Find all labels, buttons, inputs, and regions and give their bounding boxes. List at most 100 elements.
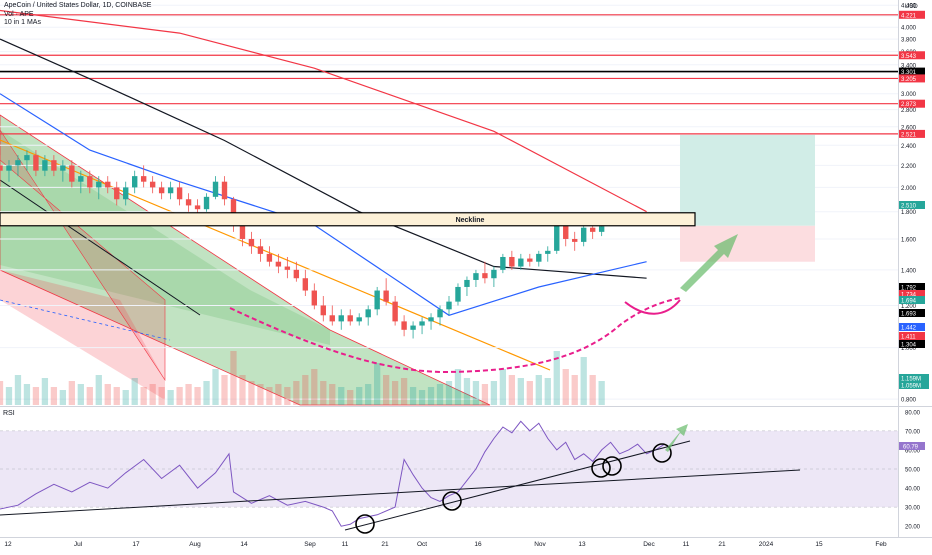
candle[interactable] [302, 269, 309, 297]
symbol-title[interactable]: ApeCoin / United States Dollar, 1D, COIN… [4, 2, 152, 9]
candle[interactable] [140, 165, 147, 188]
candle[interactable] [437, 305, 443, 326]
candle[interactable] [491, 266, 497, 287]
candle[interactable] [527, 253, 533, 267]
falling-wedge[interactable] [0, 114, 491, 406]
candle[interactable] [365, 305, 371, 326]
candle[interactable] [374, 286, 380, 316]
rsi-support-line-short[interactable] [344, 440, 691, 531]
forecast-arrow[interactable] [680, 234, 738, 292]
candle[interactable] [158, 181, 165, 200]
candle[interactable] [0, 155, 3, 182]
inner-channel[interactable] [0, 130, 330, 345]
candle[interactable] [149, 176, 156, 194]
candle[interactable] [24, 150, 30, 171]
candle[interactable] [69, 160, 75, 188]
candle[interactable] [482, 261, 488, 284]
candle[interactable] [114, 181, 120, 206]
candle[interactable] [473, 269, 479, 287]
candle[interactable] [194, 199, 201, 215]
candle[interactable] [500, 253, 506, 274]
candle[interactable] [419, 317, 425, 335]
long-position-stop-zone[interactable] [680, 225, 815, 262]
rsi-pane[interactable]: 80.00 70.00 60.00 50.00 40.00 30.00 20.00 60.79… [0, 410, 925, 534]
candle[interactable] [51, 155, 57, 177]
long-position-target-zone[interactable] [680, 134, 815, 226]
rsi-line[interactable] [0, 420, 665, 527]
candle[interactable] [446, 296, 452, 316]
candle[interactable] [60, 160, 66, 182]
volume-bar [104, 384, 111, 405]
candle[interactable] [347, 309, 353, 326]
candle[interactable] [284, 256, 291, 279]
candle[interactable] [203, 193, 210, 212]
rsi-touch-circle[interactable] [591, 458, 611, 478]
volume-bar [239, 375, 246, 405]
candle[interactable] [356, 313, 362, 326]
price-label-text: 1.694 [901, 299, 917, 305]
red-triangle[interactable] [0, 129, 166, 381]
candle[interactable] [123, 181, 129, 206]
candle[interactable] [248, 231, 255, 254]
rsi-touch-circle[interactable] [442, 491, 462, 511]
candle[interactable] [410, 321, 416, 339]
time-tick-label: 15 [815, 541, 823, 548]
candle[interactable] [42, 155, 48, 177]
neckline-box[interactable] [0, 212, 696, 227]
candle[interactable] [383, 278, 389, 306]
candle[interactable] [221, 176, 228, 206]
candle[interactable] [167, 181, 174, 200]
candle[interactable] [392, 296, 398, 326]
candle[interactable] [257, 238, 264, 262]
rsi-touch-circle[interactable] [602, 456, 622, 476]
candle[interactable] [455, 283, 461, 306]
ma-indicator-label[interactable]: 10 in 1 MAs [4, 19, 41, 26]
time-tick-label: 12 [4, 541, 12, 548]
candle[interactable] [33, 150, 39, 177]
candle[interactable] [132, 170, 138, 194]
candle[interactable] [78, 170, 84, 194]
candle[interactable] [464, 276, 470, 297]
candle[interactable] [293, 261, 300, 282]
candle[interactable] [536, 250, 542, 267]
candle[interactable] [87, 170, 93, 194]
moving-average-line[interactable] [0, 38, 647, 279]
rsi-support-line-long[interactable] [0, 469, 801, 516]
candle[interactable] [545, 246, 551, 262]
black-trendline[interactable] [0, 179, 201, 316]
candle[interactable] [15, 155, 21, 177]
cup-curve-line[interactable] [229, 297, 681, 374]
moving-average-line[interactable] [0, 9, 647, 213]
rsi-touch-circle[interactable] [355, 514, 375, 534]
volume-indicator-label[interactable]: Vol · APE [4, 10, 34, 18]
handle-curve[interactable] [624, 299, 681, 315]
candle[interactable] [329, 305, 335, 326]
candle[interactable] [509, 250, 515, 270]
candle[interactable] [428, 313, 434, 330]
candle[interactable] [311, 283, 317, 310]
rsi-forecast-arrow[interactable] [665, 424, 688, 452]
candle[interactable] [320, 296, 326, 322]
candle[interactable] [96, 176, 102, 200]
candle[interactable] [105, 176, 111, 194]
volume-bar [562, 369, 569, 405]
candle[interactable] [185, 193, 192, 212]
candle[interactable] [518, 253, 524, 270]
dashed-trendline[interactable] [0, 299, 171, 341]
candle[interactable] [6, 160, 12, 182]
candle[interactable] [212, 176, 219, 200]
cup-curve[interactable] [229, 297, 681, 374]
red-lower-zone[interactable] [0, 270, 165, 400]
candle[interactable] [572, 231, 578, 251]
rsi-touch-circle[interactable] [652, 443, 672, 463]
candle[interactable] [401, 315, 407, 337]
candle[interactable] [266, 246, 273, 267]
candle-body [33, 155, 39, 171]
candle[interactable] [275, 253, 282, 274]
candle[interactable] [338, 309, 344, 330]
candle-body [374, 290, 380, 310]
candle[interactable] [176, 181, 183, 206]
